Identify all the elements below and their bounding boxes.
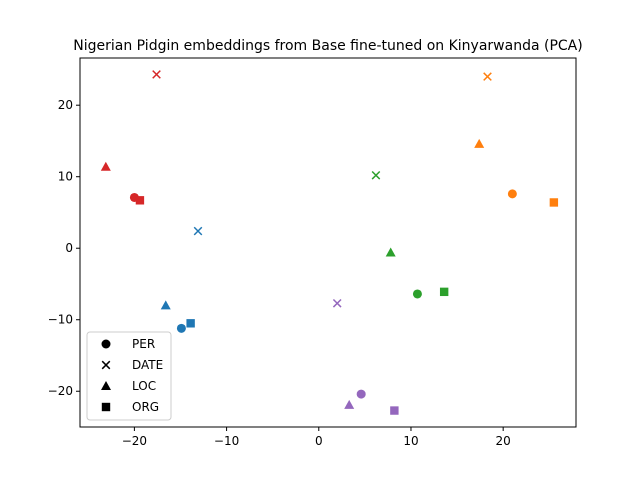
x-tick-label: −10 (214, 434, 239, 448)
legend-label: DATE (132, 358, 163, 372)
legend-label: LOC (132, 379, 156, 393)
x-tick-label: 10 (403, 434, 418, 448)
data-point (152, 70, 161, 79)
data-point (483, 72, 492, 81)
x-tick-label: 0 (315, 434, 323, 448)
data-point (186, 319, 195, 328)
data-point (332, 298, 342, 308)
data-point (439, 287, 449, 297)
plot-frame (79, 57, 577, 428)
data-point (160, 300, 171, 310)
data-point (390, 406, 399, 415)
data-point (412, 289, 422, 299)
data-point (176, 323, 186, 333)
data-point (135, 196, 145, 205)
y-tick-label: 20 (58, 98, 73, 112)
data-point (507, 189, 517, 199)
legend: PER DATE LOC ORG (86, 331, 172, 421)
data-point (193, 226, 203, 236)
y-tick-label: 0 (65, 241, 73, 255)
chart-title: Nigerian Pidgin embeddings from Base fin… (73, 38, 582, 54)
data-point (100, 161, 111, 171)
x-tick-label: −20 (122, 434, 147, 448)
x-tick-label: 20 (496, 434, 511, 448)
y-tick-label: −10 (48, 313, 73, 327)
data-point (474, 138, 485, 148)
data-point (371, 170, 381, 180)
data-point (549, 198, 559, 207)
y-tick-label: 10 (58, 170, 73, 184)
y-tick-label: −20 (48, 384, 73, 398)
data-point (344, 399, 355, 409)
legend-label: PER (132, 337, 155, 351)
legend-marker (101, 360, 111, 370)
legend-marker (101, 381, 111, 390)
legend-marker (101, 339, 111, 349)
legend-box (86, 331, 172, 421)
data-point (385, 247, 396, 257)
data-point (356, 389, 366, 399)
plot-area: −20 −10 0 10 20 −20 −10 0 10 20 PER DATE LOC ORG (48, 57, 577, 448)
legend-marker (101, 402, 111, 412)
legend-label: ORG (132, 400, 159, 414)
